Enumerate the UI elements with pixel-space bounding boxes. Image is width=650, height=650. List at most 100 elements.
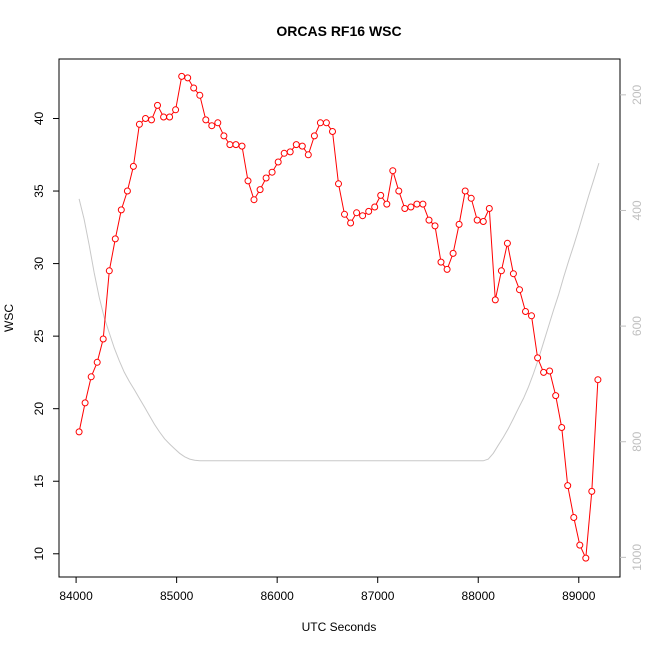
secondary-series-line xyxy=(78,162,600,462)
y-tick-label: 20 xyxy=(32,402,46,416)
y-axis-title: WSC xyxy=(2,304,16,332)
data-point xyxy=(582,554,590,562)
x-tick-label: 88000 xyxy=(462,589,496,603)
data-point xyxy=(274,158,282,166)
data-point xyxy=(81,399,89,407)
y2-tick-label: 400 xyxy=(630,200,644,220)
data-point xyxy=(238,142,246,150)
data-point xyxy=(341,210,348,218)
data-point xyxy=(256,186,264,194)
data-point xyxy=(516,286,523,294)
data-point xyxy=(522,308,529,315)
x-tick-label: 87000 xyxy=(361,589,395,603)
data-point xyxy=(389,167,397,175)
data-point xyxy=(262,174,270,182)
data-point xyxy=(407,203,415,211)
data-point xyxy=(528,312,535,320)
data-point xyxy=(286,148,294,156)
data-point xyxy=(105,267,113,275)
data-point xyxy=(329,128,336,135)
y2-tick-label: 200 xyxy=(630,85,644,105)
y-tick-label: 35 xyxy=(32,184,46,198)
data-point xyxy=(540,368,548,376)
data-point xyxy=(546,367,554,375)
data-point xyxy=(395,187,403,195)
data-point xyxy=(184,74,192,82)
data-point xyxy=(148,116,155,124)
data-point xyxy=(594,376,602,384)
x-tick-label: 85000 xyxy=(160,589,194,603)
data-point xyxy=(419,200,427,208)
data-point xyxy=(455,220,463,228)
y2-tick-label: 600 xyxy=(630,316,644,336)
secondary-series-layer xyxy=(78,162,600,462)
data-point xyxy=(473,216,481,224)
data-point xyxy=(135,120,143,128)
data-point xyxy=(250,196,258,204)
data-point xyxy=(304,151,312,159)
data-point xyxy=(588,487,596,495)
y-tick-label: 10 xyxy=(32,547,46,561)
y2-tick-label: 800 xyxy=(630,431,644,451)
data-point xyxy=(491,296,499,304)
data-point xyxy=(383,200,391,208)
data-point xyxy=(268,168,276,176)
data-point xyxy=(292,141,300,149)
data-point xyxy=(220,132,228,140)
data-point xyxy=(123,187,131,195)
x-tick-label: 89000 xyxy=(562,589,596,603)
x-tick-label: 84000 xyxy=(59,589,93,603)
data-point xyxy=(371,203,379,211)
data-point xyxy=(93,358,101,366)
data-point xyxy=(111,235,119,243)
data-point xyxy=(142,115,149,122)
data-point xyxy=(99,335,107,343)
data-point xyxy=(298,142,306,150)
data-point xyxy=(75,428,83,436)
data-point xyxy=(365,207,373,215)
data-point xyxy=(558,424,566,431)
y-tick-label: 25 xyxy=(32,329,46,343)
data-point xyxy=(509,270,517,278)
data-point xyxy=(564,482,572,490)
data-point xyxy=(129,162,137,170)
data-point xyxy=(552,392,560,400)
data-point xyxy=(335,180,342,188)
data-point xyxy=(443,265,451,273)
data-point xyxy=(208,122,216,130)
data-point xyxy=(377,191,385,199)
data-point xyxy=(485,205,493,212)
data-point xyxy=(437,258,445,266)
data-point xyxy=(449,249,457,257)
y2-tick-label: 1000 xyxy=(630,544,644,571)
data-point xyxy=(166,113,174,121)
data-point xyxy=(461,187,469,195)
primary-series-line xyxy=(78,75,599,561)
data-point xyxy=(232,141,240,149)
data-point xyxy=(359,212,367,220)
data-point xyxy=(160,113,168,121)
data-point xyxy=(172,106,180,114)
data-point xyxy=(196,91,204,99)
data-point xyxy=(425,216,433,224)
chart-title: ORCAS RF16 WSC xyxy=(276,23,401,39)
data-point xyxy=(316,119,324,127)
data-point xyxy=(280,149,288,157)
x-tick-label: 86000 xyxy=(260,589,294,603)
y-tick-label: 40 xyxy=(32,111,46,125)
data-point xyxy=(87,373,95,381)
y-tick-label: 15 xyxy=(32,474,46,488)
data-point xyxy=(576,541,584,549)
x-axis-title: UTC Seconds xyxy=(302,620,377,634)
primary-series-layer xyxy=(75,72,602,562)
data-point xyxy=(431,222,439,230)
data-point xyxy=(226,141,234,149)
data-point xyxy=(497,267,505,275)
data-point xyxy=(190,84,198,92)
data-point xyxy=(570,514,578,521)
data-point xyxy=(117,206,125,214)
data-point xyxy=(244,177,252,185)
axes-layer: 84000 85000 86000 87000 88000 89000 10 15 20 25 30… xyxy=(32,85,644,603)
data-point xyxy=(401,205,409,212)
